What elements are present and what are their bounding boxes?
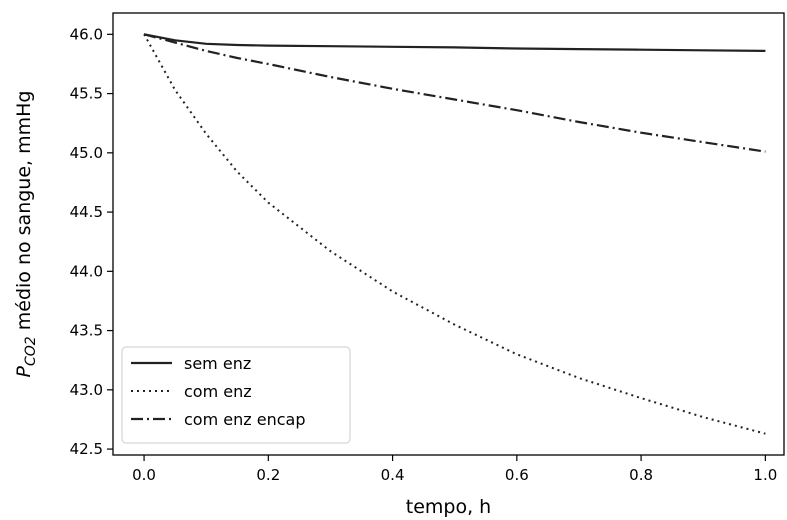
y-tick-label: 45.0 xyxy=(70,144,103,162)
y-tick-label: 43.0 xyxy=(70,381,103,399)
legend-label-1: sem enz xyxy=(184,354,251,373)
y-tick-label: 44.5 xyxy=(70,203,103,221)
x-tick-label: 0.8 xyxy=(629,466,653,484)
legend: sem enz com enz com enz encap xyxy=(121,346,351,444)
y-tick-label: 46.0 xyxy=(70,25,103,43)
y-tick-label: 44.0 xyxy=(70,262,103,280)
y-axis-title: PCO2 médio no sangue, mmHg xyxy=(13,91,39,378)
y-tick-label: 43.5 xyxy=(70,322,103,340)
legend-box xyxy=(121,346,351,444)
y-axis-title-subscript: CO2 xyxy=(23,336,39,366)
y-tick-label: 45.5 xyxy=(70,85,103,103)
x-tick-label: 0.4 xyxy=(381,466,405,484)
x-tick-label: 0.2 xyxy=(256,466,280,484)
x-tick-label: 0.6 xyxy=(505,466,529,484)
legend-label-2: com enz xyxy=(184,382,252,401)
x-tick-label: 1.0 xyxy=(753,466,777,484)
legend-label-3: com enz encap xyxy=(184,410,305,429)
y-axis-title-text: médio no sangue, mmHg xyxy=(13,91,35,337)
series-line-3 xyxy=(143,33,766,153)
x-axis-title: tempo, h xyxy=(406,496,491,518)
y-axis-title-symbol: P xyxy=(13,365,35,377)
plot-frame xyxy=(112,12,785,456)
x-axis: 0.0 0.2 0.4 0.6 0.8 1.0 xyxy=(132,455,777,484)
series-line-1 xyxy=(143,33,766,52)
x-tick-label: 0.0 xyxy=(132,466,156,484)
y-tick-label: 42.5 xyxy=(70,440,103,458)
series-group xyxy=(143,33,766,435)
y-axis: 42.5 43.0 43.5 44.0 44.5 45.0 45.5 46.0 xyxy=(70,25,113,458)
